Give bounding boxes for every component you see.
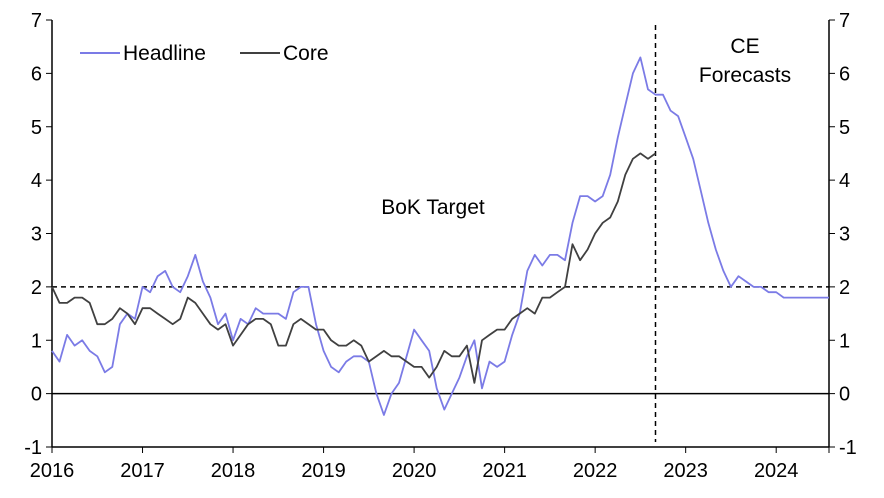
legend-core-label: Core (283, 42, 329, 65)
y-tick-label-left: 6 (31, 63, 42, 85)
series-line-core (51, 152, 657, 384)
y-tick-label-left: 7 (31, 10, 42, 32)
series-line-headline (51, 56, 829, 416)
y-tick-label-left: 2 (31, 277, 42, 299)
y-tick-label-right: 3 (839, 224, 850, 246)
legend-headline-label: Headline (123, 42, 206, 65)
y-tick-label-right: 0 (839, 384, 850, 406)
ce-forecasts-label-line1: CE (730, 35, 759, 58)
x-tick-label: 2022 (573, 460, 618, 482)
x-tick-label: 2024 (754, 460, 799, 482)
ce-forecasts-label-line2: Forecasts (699, 64, 791, 87)
y-tick-label-left: -1 (24, 437, 42, 459)
y-tick-label-right: 2 (839, 277, 850, 299)
y-tick-label-left: 4 (31, 170, 42, 192)
x-tick-label: 2017 (120, 460, 165, 482)
reference-lines (52, 25, 829, 442)
y-tick-label-right: 5 (839, 117, 850, 139)
y-tick-label-right: 1 (839, 330, 850, 352)
x-tick-label: 2023 (663, 460, 708, 482)
x-tick-label: 2019 (301, 460, 346, 482)
y-tick-label-left: 0 (31, 384, 42, 406)
series-group (51, 56, 829, 416)
x-tick-label: 2018 (211, 460, 256, 482)
x-tick-label: 2020 (392, 460, 437, 482)
y-tick-label-right: -1 (839, 437, 857, 459)
y-tick-label-left: 5 (31, 117, 42, 139)
y-tick-label-right: 4 (839, 170, 850, 192)
y-tick-label-right: 6 (839, 63, 850, 85)
y-tick-label-right: 7 (839, 10, 850, 32)
legend: Headline Core (80, 42, 329, 65)
x-tick-label: 2021 (482, 460, 527, 482)
y-tick-label-left: 3 (31, 224, 42, 246)
y-tick-label-left: 1 (31, 330, 42, 352)
bok-target-label: BoK Target (381, 196, 485, 219)
x-tick-label: 2016 (30, 460, 75, 482)
